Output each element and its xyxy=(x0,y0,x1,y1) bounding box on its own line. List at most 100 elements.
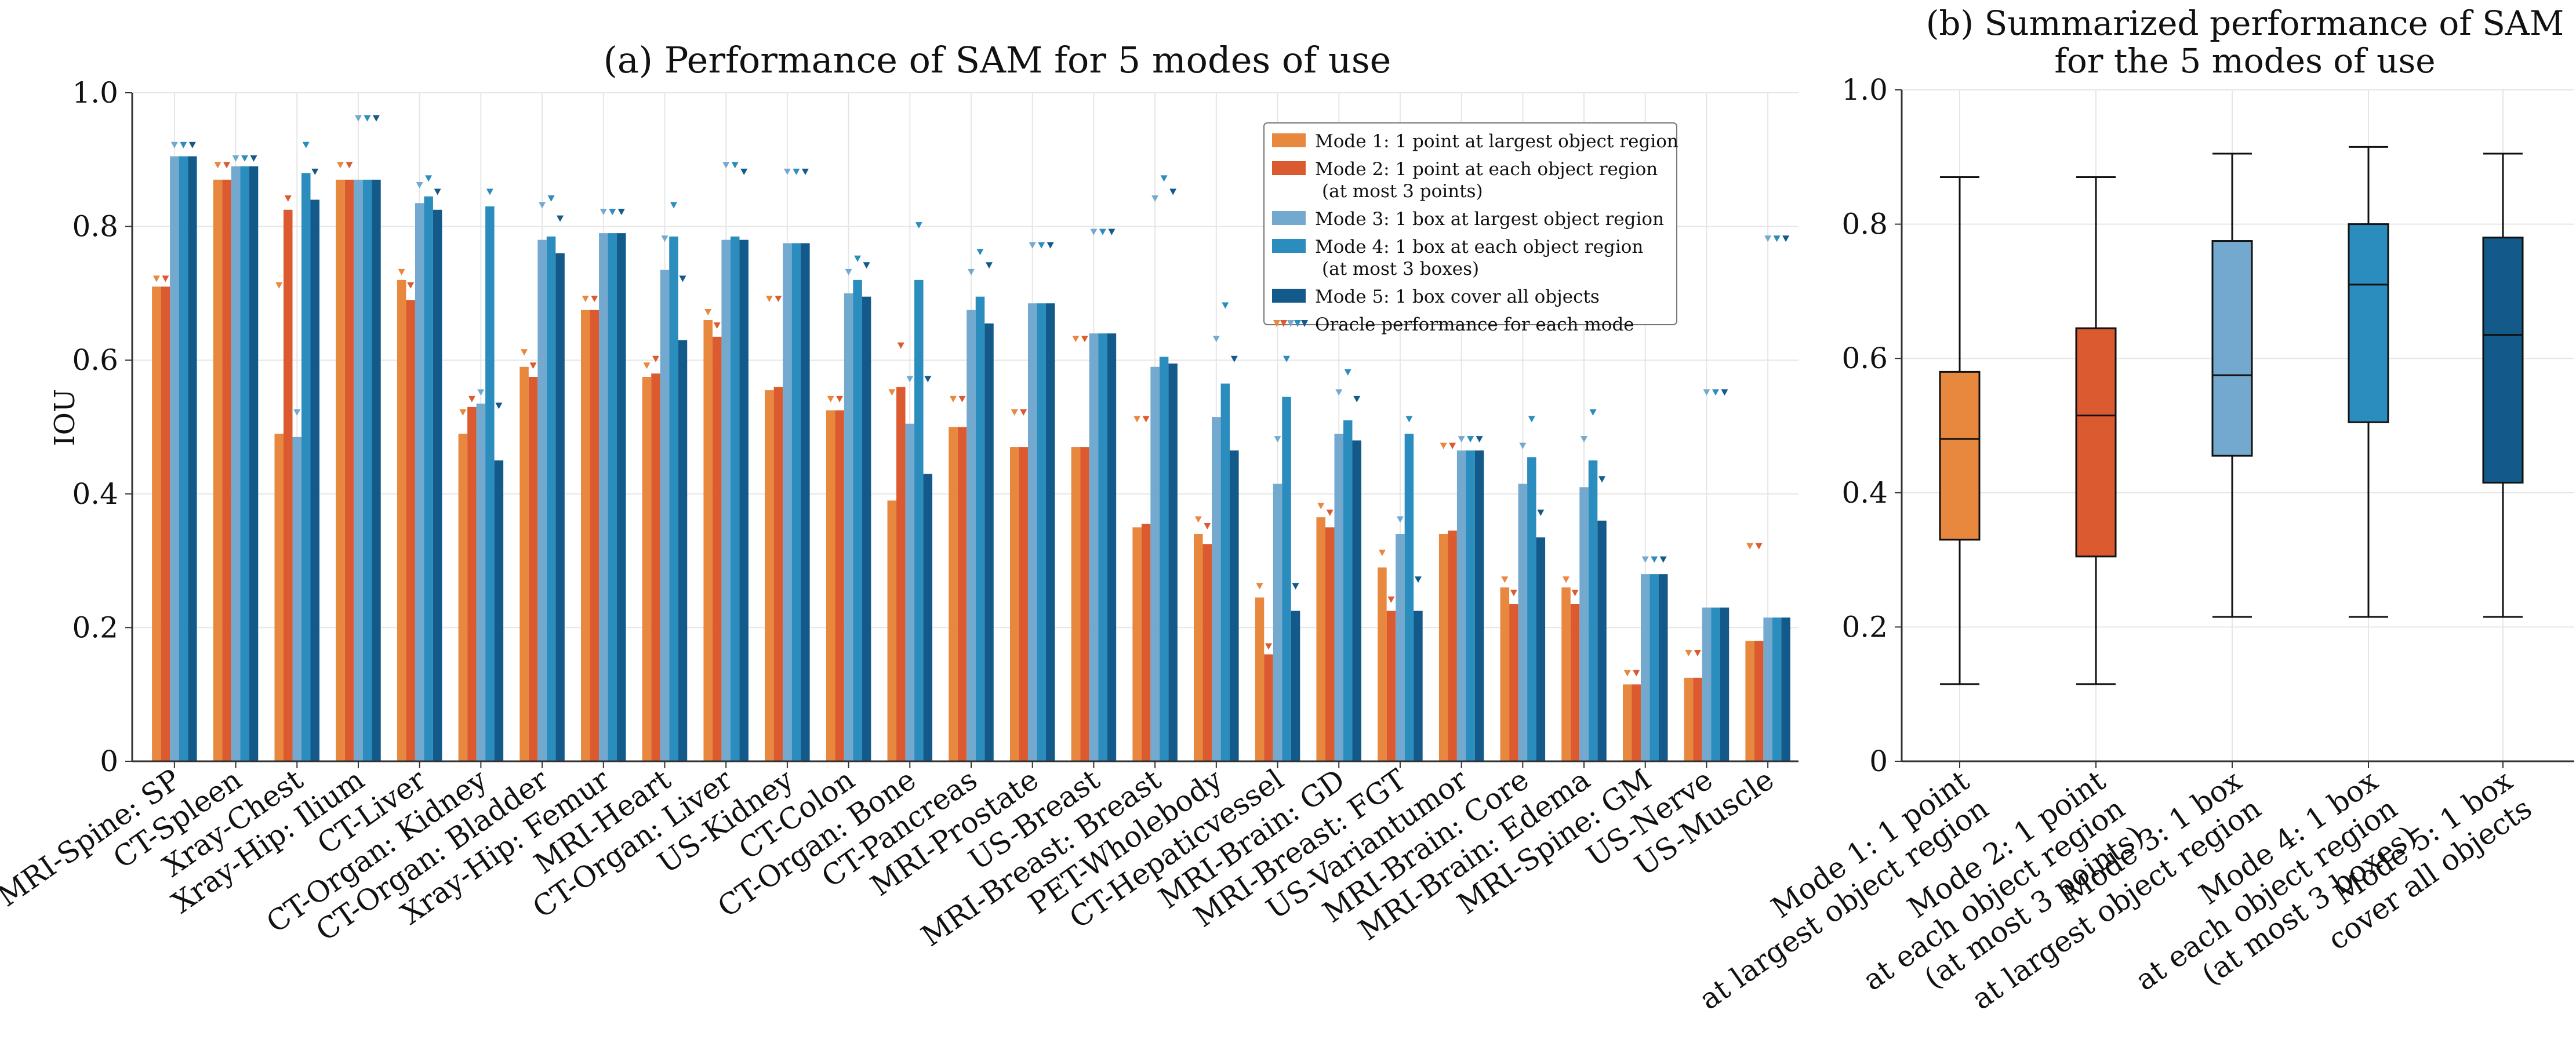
bar xyxy=(599,233,608,761)
bar xyxy=(660,270,670,761)
bar xyxy=(1098,333,1107,761)
oracle-marker xyxy=(652,355,659,362)
bar xyxy=(1527,457,1536,761)
panel-a-bars xyxy=(152,156,1790,762)
oracle-marker xyxy=(302,141,310,148)
oracle-marker xyxy=(557,215,564,222)
bar xyxy=(608,233,617,761)
panel-a-oracle-markers xyxy=(152,115,1790,677)
bar xyxy=(669,236,678,761)
bar xyxy=(739,239,749,761)
bar xyxy=(896,387,906,761)
bar xyxy=(1194,533,1203,761)
y-tick-label: 0.2 xyxy=(1841,610,1888,644)
oracle-marker xyxy=(241,155,249,162)
oracle-marker xyxy=(661,235,668,242)
oracle-marker xyxy=(1326,509,1334,516)
oracle-marker xyxy=(250,155,257,162)
bar xyxy=(1343,420,1353,761)
oracle-marker xyxy=(1265,643,1273,650)
oracle-marker xyxy=(495,402,503,409)
bar xyxy=(1220,383,1230,761)
oracle-marker xyxy=(1396,516,1404,523)
legend-oracle-marker xyxy=(1273,320,1280,327)
legend-entry: Mode 5: 1 box cover all objects xyxy=(1315,286,1600,307)
panel-a-legend: Mode 1: 1 point at largest object region… xyxy=(1263,122,1678,335)
oracle-marker xyxy=(986,262,993,269)
bar xyxy=(1071,447,1081,761)
panel-b-title-line-2: for the 5 modes of use xyxy=(2054,41,2435,81)
oracle-marker xyxy=(915,222,922,229)
oracle-marker xyxy=(704,309,712,316)
oracle-marker xyxy=(539,202,546,209)
oracle-marker xyxy=(1519,442,1527,449)
oracle-marker xyxy=(783,168,791,175)
bar xyxy=(1466,450,1475,761)
bar xyxy=(1019,447,1028,761)
legend-oracle-marker xyxy=(1301,320,1308,327)
box-iqr xyxy=(2075,327,2117,558)
bar xyxy=(1772,617,1782,761)
box-iqr xyxy=(2348,223,2389,423)
bar xyxy=(1597,520,1607,761)
bar xyxy=(537,239,547,761)
oracle-marker xyxy=(188,141,196,148)
bar xyxy=(170,156,179,761)
oracle-marker xyxy=(1581,436,1588,443)
oracle-marker xyxy=(775,295,782,302)
oracle-marker xyxy=(214,162,221,169)
bar xyxy=(1438,533,1448,761)
oracle-marker xyxy=(1222,302,1229,309)
y-tick-label: 0 xyxy=(100,744,118,778)
panel-b-axes xyxy=(1901,90,2574,762)
bar xyxy=(984,323,994,761)
bar xyxy=(773,387,783,761)
oracle-marker xyxy=(1528,416,1535,423)
box-2 xyxy=(2075,176,2117,685)
bar xyxy=(949,427,958,761)
panel-a-x-ticks: MRI-Spine: SPCT-SpleenXray-ChestXray-Hip… xyxy=(0,761,1780,953)
oracle-marker xyxy=(793,168,800,175)
oracle-marker xyxy=(459,409,467,416)
oracle-marker xyxy=(888,389,896,396)
y-tick-label: 0.8 xyxy=(1841,208,1888,241)
bar xyxy=(1711,607,1720,761)
oracle-marker xyxy=(425,175,433,182)
oracle-marker xyxy=(293,409,301,416)
bar xyxy=(1334,434,1343,761)
bar xyxy=(1404,434,1414,761)
oracle-marker xyxy=(582,295,589,302)
oracle-marker xyxy=(1501,576,1509,583)
oracle-marker xyxy=(863,262,870,269)
bar xyxy=(1150,366,1160,761)
panel-a: (a) Performance of SAM for 5 modes of us… xyxy=(0,39,1799,953)
oracle-marker xyxy=(617,209,625,216)
bar xyxy=(424,196,433,762)
oracle-marker xyxy=(180,141,187,148)
oracle-marker xyxy=(1256,583,1263,590)
legend-entry: Oracle performance for each mode xyxy=(1315,314,1634,335)
bar xyxy=(1570,604,1580,761)
panel-b-boxes xyxy=(1939,146,2524,685)
oracle-marker xyxy=(1712,389,1719,396)
bar xyxy=(415,203,424,761)
oracle-marker xyxy=(364,115,371,122)
bar xyxy=(1316,517,1325,761)
bar xyxy=(292,437,302,761)
bar xyxy=(590,310,600,761)
oracle-marker xyxy=(1204,522,1211,529)
bar xyxy=(222,179,231,761)
bar xyxy=(765,390,774,761)
bar xyxy=(826,410,835,761)
oracle-marker xyxy=(162,275,169,282)
bar xyxy=(1745,641,1754,761)
y-tick-label: 0.4 xyxy=(1841,476,1888,510)
bar xyxy=(467,406,477,761)
oracle-marker xyxy=(1072,336,1080,343)
bar xyxy=(1720,607,1730,761)
box-4 xyxy=(2348,146,2389,618)
oracle-marker xyxy=(897,342,904,349)
legend-swatch xyxy=(1272,211,1306,225)
bar xyxy=(188,156,197,761)
bar xyxy=(642,377,652,761)
